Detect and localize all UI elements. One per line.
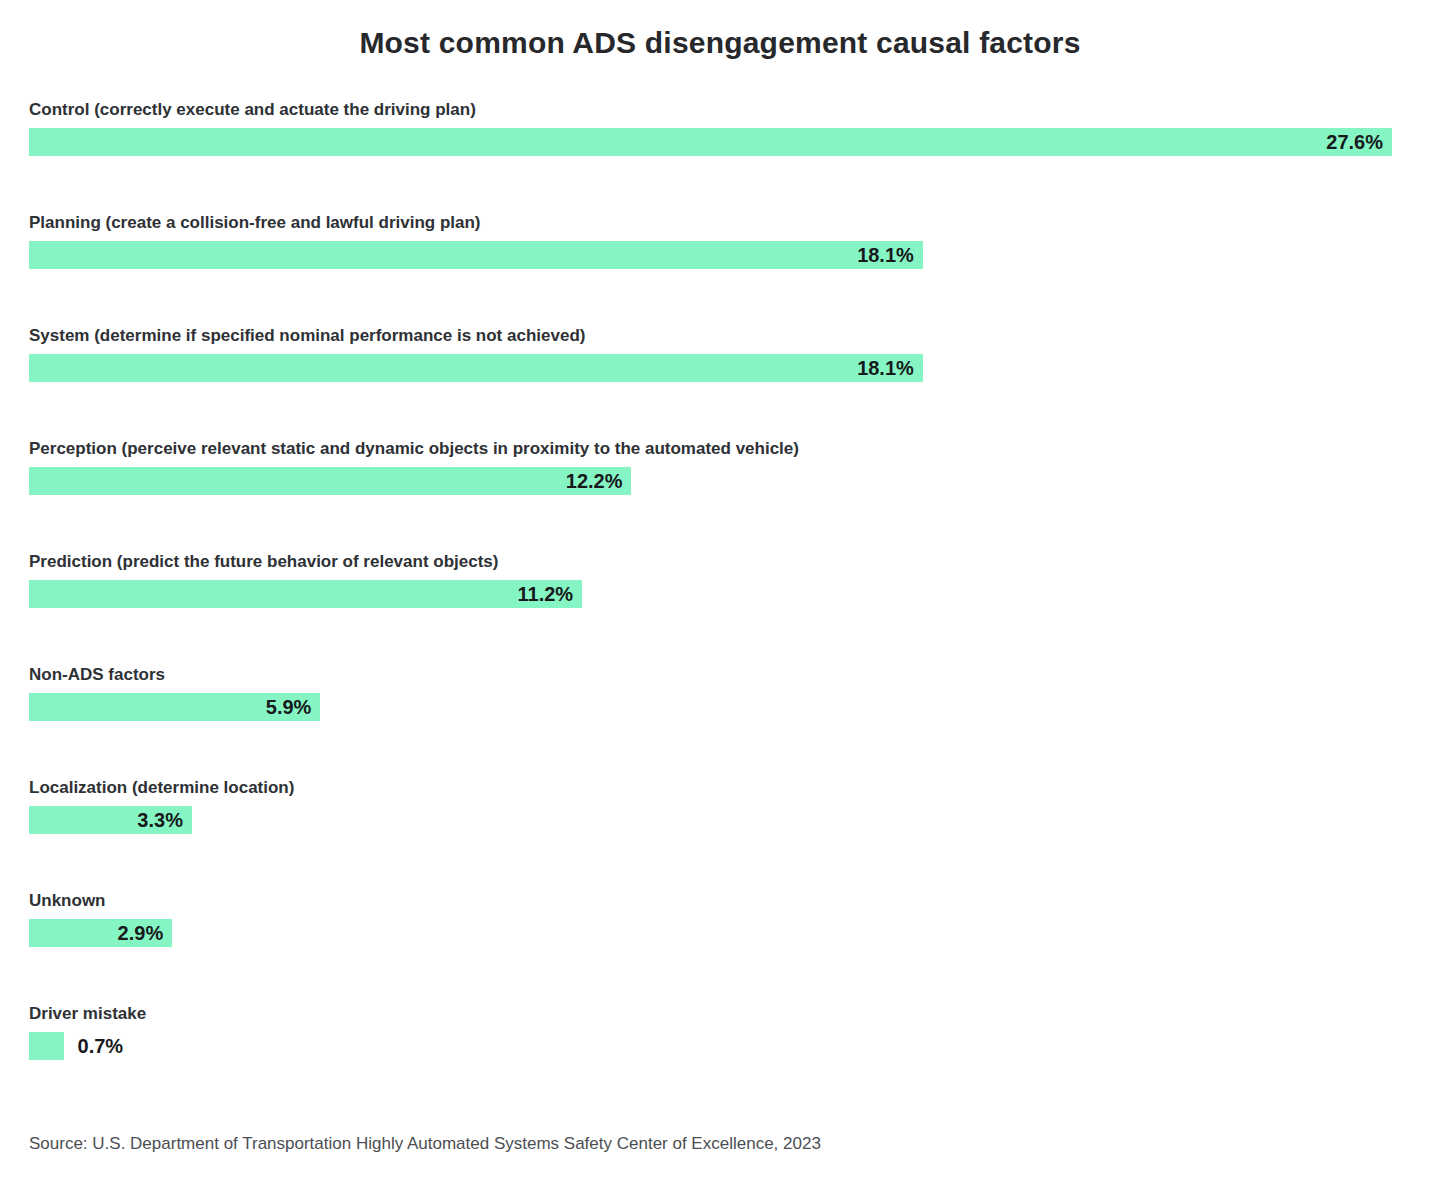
bar-row: Prediction (predict the future behavior … bbox=[29, 551, 1392, 608]
chart-title: Most common ADS disengagement causal fac… bbox=[0, 26, 1440, 60]
bar-track: 5.9% bbox=[29, 693, 1392, 721]
bar-category-label: Localization (determine location) bbox=[29, 777, 1392, 799]
bar: 5.9% bbox=[29, 693, 320, 721]
bar-category-label: Unknown bbox=[29, 890, 1392, 912]
bar-value-label: 0.7% bbox=[64, 1035, 124, 1058]
chart-page: Most common ADS disengagement causal fac… bbox=[0, 26, 1440, 1154]
bar-value-label: 18.1% bbox=[857, 357, 923, 380]
bar-category-label: Prediction (predict the future behavior … bbox=[29, 551, 1392, 573]
bar-row: Planning (create a collision-free and la… bbox=[29, 212, 1392, 269]
bar-value-label: 2.9% bbox=[118, 922, 173, 945]
bar-category-label: Control (correctly execute and actuate t… bbox=[29, 99, 1392, 121]
bar: 3.3% bbox=[29, 806, 192, 834]
bar-track: 2.9% bbox=[29, 919, 1392, 947]
bar-track: 27.6% bbox=[29, 128, 1392, 156]
bar-value-label: 12.2% bbox=[566, 470, 632, 493]
bar-value-label: 3.3% bbox=[137, 809, 192, 832]
bar-track: 3.3% bbox=[29, 806, 1392, 834]
bar-track: 18.1% bbox=[29, 241, 1392, 269]
bar-track: 11.2% bbox=[29, 580, 1392, 608]
bar: 12.2% bbox=[29, 467, 631, 495]
bar-track: 12.2% bbox=[29, 467, 1392, 495]
bar-row: Unknown 2.9% bbox=[29, 890, 1392, 947]
bar: 18.1% bbox=[29, 241, 923, 269]
bar-row: Perception (perceive relevant static and… bbox=[29, 438, 1392, 495]
bar-row: Non-ADS factors 5.9% bbox=[29, 664, 1392, 721]
source-note: Source: U.S. Department of Transportatio… bbox=[29, 1134, 1440, 1154]
bar-row: Localization (determine location) 3.3% bbox=[29, 777, 1392, 834]
bar: 11.2% bbox=[29, 580, 582, 608]
bar: 27.6% bbox=[29, 128, 1392, 156]
bar-row: Driver mistake 0.7% bbox=[29, 1003, 1392, 1060]
bar-category-label: Perception (perceive relevant static and… bbox=[29, 438, 1392, 460]
bar-row: System (determine if specified nominal p… bbox=[29, 325, 1392, 382]
bar-category-label: Driver mistake bbox=[29, 1003, 1392, 1025]
bar-value-label: 18.1% bbox=[857, 244, 923, 267]
bar-category-label: Non-ADS factors bbox=[29, 664, 1392, 686]
bar: 2.9% bbox=[29, 919, 172, 947]
bar-track: 0.7% bbox=[29, 1032, 1392, 1060]
bar-row: Control (correctly execute and actuate t… bbox=[29, 99, 1392, 156]
bar bbox=[29, 1032, 64, 1060]
bar-value-label: 11.2% bbox=[517, 583, 582, 606]
bar-track: 18.1% bbox=[29, 354, 1392, 382]
bar-category-label: Planning (create a collision-free and la… bbox=[29, 212, 1392, 234]
bar-chart: Control (correctly execute and actuate t… bbox=[29, 99, 1392, 1060]
bar-category-label: System (determine if specified nominal p… bbox=[29, 325, 1392, 347]
bar-value-label: 5.9% bbox=[266, 696, 321, 719]
bar: 18.1% bbox=[29, 354, 923, 382]
bar-value-label: 27.6% bbox=[1326, 131, 1392, 154]
